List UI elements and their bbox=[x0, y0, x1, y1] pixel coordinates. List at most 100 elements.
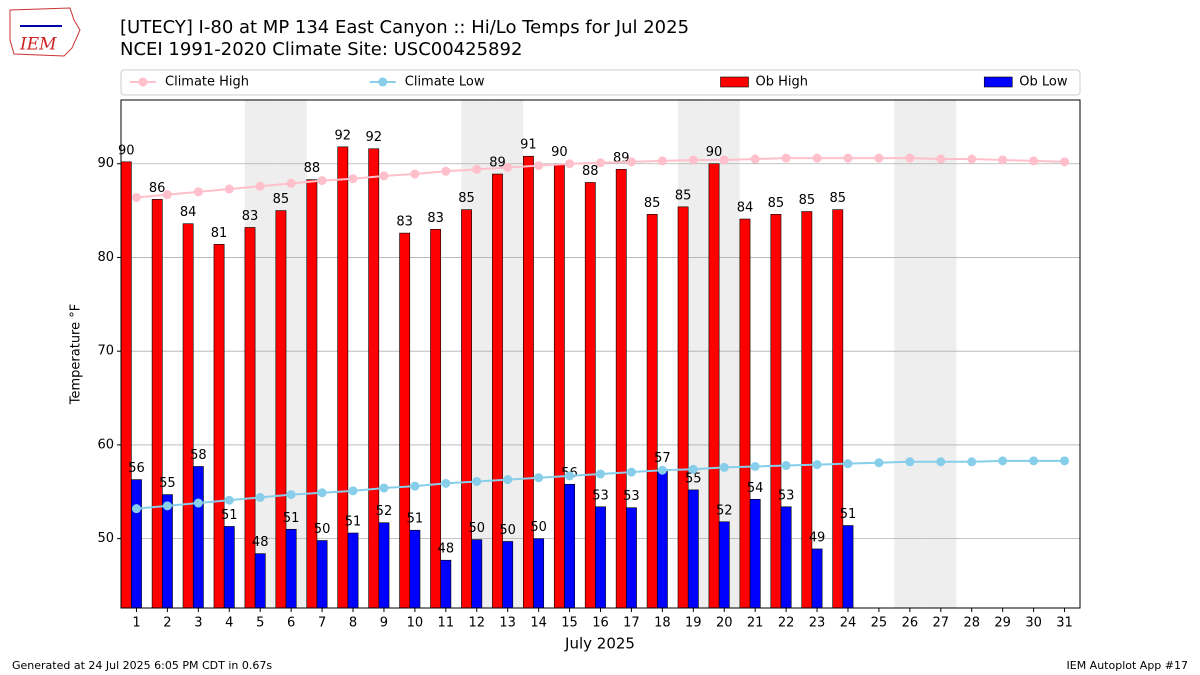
data-label: 51 bbox=[345, 515, 362, 530]
data-label: 55 bbox=[159, 476, 176, 491]
chart-title: [UTECY] I-80 at MP 134 East Canyon :: Hi… bbox=[120, 17, 689, 38]
bar bbox=[337, 146, 349, 609]
line-marker bbox=[224, 495, 234, 505]
line-marker bbox=[441, 478, 451, 488]
bar bbox=[368, 148, 380, 609]
x-tick-label: 23 bbox=[809, 616, 826, 631]
footer-right: IEM Autoplot App #17 bbox=[1067, 659, 1189, 672]
bar bbox=[584, 182, 596, 609]
x-tick-label: 17 bbox=[623, 616, 640, 631]
x-tick-label: 7 bbox=[318, 616, 326, 631]
line-marker bbox=[162, 501, 172, 511]
line-marker bbox=[1029, 456, 1039, 466]
x-tick-label: 8 bbox=[349, 616, 357, 631]
x-tick-label: 24 bbox=[840, 616, 857, 631]
x-tick-label: 21 bbox=[747, 616, 764, 631]
line-marker bbox=[224, 184, 234, 194]
line-marker bbox=[379, 171, 389, 181]
bar bbox=[192, 466, 204, 609]
bar bbox=[120, 161, 132, 609]
data-label: 53 bbox=[623, 489, 640, 504]
line-marker bbox=[750, 154, 760, 164]
line-marker bbox=[781, 153, 791, 163]
line-marker bbox=[596, 158, 605, 168]
data-label: 88 bbox=[582, 164, 599, 179]
bar bbox=[399, 232, 411, 609]
data-label: 90 bbox=[706, 145, 723, 160]
data-label: 51 bbox=[840, 507, 857, 522]
bar bbox=[523, 155, 534, 609]
data-label: 48 bbox=[252, 535, 269, 550]
line-marker bbox=[255, 492, 265, 502]
data-label: 85 bbox=[458, 191, 475, 206]
bar bbox=[677, 206, 689, 609]
data-label: 53 bbox=[592, 488, 609, 503]
line-marker bbox=[534, 161, 544, 171]
data-label: 56 bbox=[128, 461, 145, 476]
data-label: 92 bbox=[365, 130, 382, 145]
line-marker bbox=[626, 467, 636, 477]
line-marker bbox=[193, 187, 203, 197]
legend-label: Ob High bbox=[756, 75, 809, 90]
y-axis-label: Temperature °F bbox=[69, 304, 84, 405]
x-tick-label: 16 bbox=[592, 616, 609, 631]
y-tick-label: 90 bbox=[97, 156, 114, 171]
x-tick-label: 26 bbox=[902, 616, 919, 631]
data-label: 52 bbox=[716, 503, 733, 518]
x-tick-label: 29 bbox=[994, 616, 1011, 631]
bar bbox=[780, 506, 792, 609]
line-marker bbox=[286, 178, 296, 188]
bar bbox=[801, 211, 813, 609]
x-tick-label: 5 bbox=[256, 616, 264, 631]
data-label: 89 bbox=[613, 151, 630, 166]
data-label: 90 bbox=[551, 145, 568, 160]
line-marker bbox=[162, 190, 172, 200]
line-marker bbox=[286, 490, 296, 500]
bar bbox=[646, 214, 658, 609]
data-label: 50 bbox=[314, 522, 331, 537]
data-label: 49 bbox=[809, 530, 826, 545]
data-label: 83 bbox=[427, 211, 444, 226]
bar bbox=[161, 494, 173, 609]
line-marker bbox=[626, 157, 636, 167]
x-tick-label: 27 bbox=[933, 616, 950, 631]
line-marker bbox=[936, 154, 946, 164]
bar bbox=[564, 483, 575, 609]
x-tick-label: 14 bbox=[530, 616, 547, 631]
data-label: 51 bbox=[221, 508, 238, 523]
data-label: 50 bbox=[468, 521, 485, 536]
bar bbox=[739, 218, 751, 609]
line-marker bbox=[317, 176, 327, 186]
legend-label: Ob Low bbox=[1019, 75, 1068, 90]
line-marker bbox=[843, 459, 853, 469]
line-marker bbox=[750, 461, 760, 471]
bar bbox=[131, 479, 142, 609]
data-label: 85 bbox=[675, 188, 692, 203]
legend-swatch bbox=[720, 76, 749, 88]
x-tick-label: 20 bbox=[716, 616, 733, 631]
x-tick-label: 31 bbox=[1056, 616, 1073, 631]
data-label: 91 bbox=[520, 138, 537, 153]
footer-left: Generated at 24 Jul 2025 6:05 PM CDT in … bbox=[12, 659, 272, 672]
line-marker bbox=[441, 166, 451, 176]
line-marker bbox=[936, 457, 946, 467]
bar bbox=[718, 521, 730, 609]
x-tick-label: 3 bbox=[194, 616, 202, 631]
bar bbox=[213, 244, 225, 609]
data-label: 54 bbox=[747, 481, 764, 496]
line-marker bbox=[410, 481, 420, 491]
data-label: 53 bbox=[778, 488, 795, 503]
x-tick-label: 30 bbox=[1025, 616, 1042, 631]
line-marker bbox=[472, 164, 482, 174]
bar bbox=[553, 163, 565, 609]
x-tick-label: 12 bbox=[468, 616, 485, 631]
data-label: 85 bbox=[644, 196, 661, 211]
x-tick-label: 25 bbox=[871, 616, 888, 631]
x-tick-label: 18 bbox=[654, 616, 671, 631]
chart-subtitle: NCEI 1991-2020 Climate Site: USC00425892 bbox=[120, 39, 522, 60]
data-label: 85 bbox=[799, 193, 816, 208]
x-tick-label: 22 bbox=[778, 616, 795, 631]
line-marker bbox=[565, 471, 575, 481]
data-label: 85 bbox=[273, 192, 290, 207]
